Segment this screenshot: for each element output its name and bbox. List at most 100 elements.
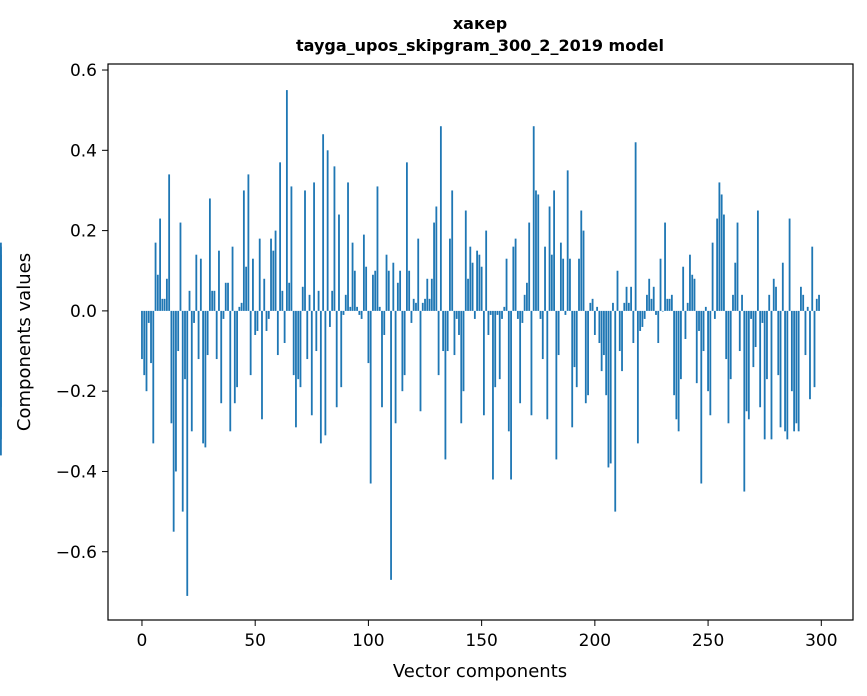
bar-31 [211,290,214,311]
bar-116 [403,310,406,376]
bar-59 [274,230,277,311]
bar-277 [768,294,771,311]
chart-title: хакер [453,14,507,33]
bar-67 [292,310,295,376]
bar-89 [342,310,345,315]
bar-230 [661,310,664,312]
bar-285 [786,310,789,440]
bar-156 [494,310,497,388]
bar-118 [408,270,411,311]
bar-263 [736,222,739,311]
bar-210 [616,270,619,311]
bar-108 [385,254,388,311]
bar-204 [603,310,605,356]
bar-239 [682,266,685,311]
y-tick-label: 0.0 [70,302,97,322]
bar-21 [188,290,191,311]
bar-172 [530,310,533,416]
bar-9 [161,298,164,311]
bar-231 [664,222,666,311]
bar-30 [208,198,211,311]
bar-252 [711,242,714,311]
bar-50 [254,310,257,335]
bar-256 [720,194,723,311]
bar-174 [535,190,537,311]
bar-234 [670,294,673,311]
bar-221 [641,310,644,327]
bar-267 [745,310,748,412]
bar-173 [532,126,535,311]
bar-253 [713,310,716,319]
bar-254 [716,218,719,311]
bar-191 [573,310,576,368]
bar-244 [693,278,696,311]
bar-122 [417,238,420,311]
y-tick-label: 0.6 [70,61,97,81]
bar-152 [485,230,488,311]
bar-83 [329,310,331,327]
bar-289 [795,310,798,424]
bar-176 [539,310,542,319]
bar-280 [775,286,777,311]
bar-136 [449,238,451,311]
bar-98 [362,234,365,311]
bar-100 [367,310,370,364]
bar-81 [324,310,327,436]
bar-171 [528,222,531,311]
bar-250 [707,310,709,392]
bar-299 [818,294,820,311]
bar-284 [784,310,786,432]
x-tick-label: 100 [352,631,384,651]
bar-46 [245,266,248,311]
bar-28 [204,310,207,448]
bar-0 [141,310,143,360]
bar-153 [487,310,490,335]
bar-58 [272,250,275,311]
bar-288 [793,310,796,432]
bar-101 [369,310,372,484]
bar-95 [356,306,358,311]
bar-182 [553,190,555,311]
bar-4 [150,310,152,364]
bar-63 [283,310,286,344]
x-tick-label: 50 [244,631,266,651]
bar-232 [666,298,669,311]
bar-247 [700,310,703,484]
bar-212 [621,310,623,372]
bar-215 [627,302,630,311]
bar-165 [514,238,517,311]
bar-undefined [0,242,2,311]
y-tick-label: −0.4 [56,462,97,482]
bar-86 [335,310,338,408]
bar-161 [505,258,508,311]
bar-225 [650,298,653,311]
bar-127 [428,298,431,311]
bar-32 [213,290,216,311]
bar-208 [612,302,614,311]
bar-274 [761,310,764,323]
bar-87 [338,214,340,311]
bar-69 [297,310,300,380]
bar-73 [306,310,309,360]
bar-144 [467,278,469,311]
bar-13 [170,310,173,424]
bar-133 [442,310,445,352]
bar-180 [548,206,551,311]
bar-88 [340,310,343,388]
bar-298 [815,298,818,311]
bar-243 [691,274,694,311]
bar-168 [521,310,524,323]
bar-227 [655,310,657,315]
bar-140 [458,310,460,335]
bar-158 [498,310,501,380]
bar-163 [510,310,512,480]
bar-10 [163,298,166,311]
bar-113 [396,282,399,311]
bar-175 [537,194,540,311]
bar-110 [390,310,392,580]
bar-216 [630,286,632,311]
bar-68 [295,310,297,428]
bar-294 [806,306,809,311]
bar-185 [559,242,562,311]
bar-35 [220,310,223,404]
